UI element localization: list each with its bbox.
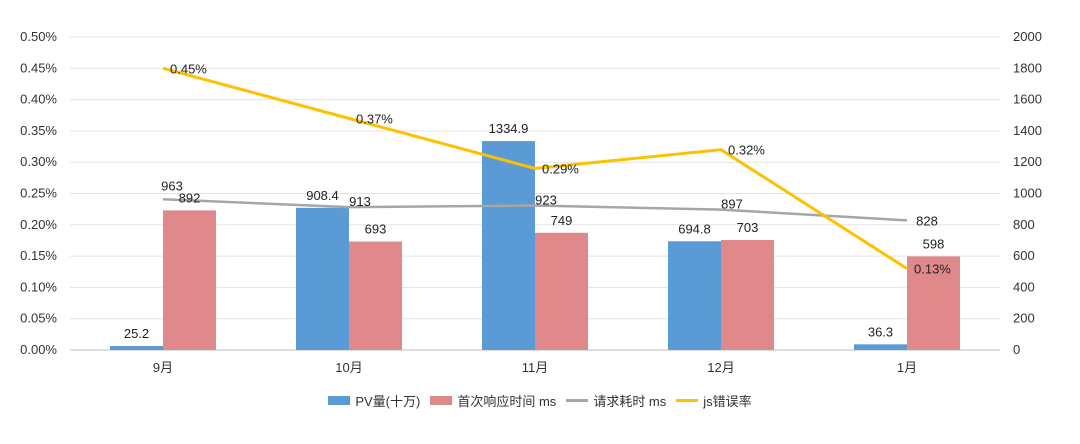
x-tick-label: 11月: [522, 360, 549, 375]
bar-first-response: [721, 239, 774, 350]
bar-pv: [668, 241, 721, 350]
y-left-tick-label: 0.10%: [20, 279, 57, 294]
bar-pv: [854, 344, 907, 350]
y-right-tick-label: 200: [1013, 311, 1035, 326]
y-right-tick-label: 1200: [1013, 154, 1042, 169]
y-left-tick-label: 0.50%: [20, 29, 57, 44]
x-tick-label: 12月: [707, 360, 734, 375]
data-label-js-error: 0.37%: [356, 111, 393, 126]
y-right-tick-label: 800: [1013, 217, 1035, 232]
bar-first-response: [907, 256, 960, 350]
y-right-tick-label: 1000: [1013, 186, 1042, 201]
data-label-pv: 1334.9: [489, 121, 529, 136]
legend-swatch-first-response: [430, 395, 453, 405]
data-label-first-response: 598: [923, 236, 945, 251]
x-tick-label: 10月: [335, 360, 362, 375]
data-label-pv: 694.8: [678, 221, 711, 236]
legend-label-request-time: 请求耗时 ms: [593, 393, 667, 409]
line-series-group: [162, 66, 908, 270]
y-left-tick-label: 0.15%: [20, 248, 57, 263]
left-axis: 0.00% 0.05% 0.10% 0.15% 0.20% 0.25% 0.30% 0.35%…: [20, 29, 57, 357]
data-label-first-response: 693: [365, 222, 387, 237]
right-axis: 0 200 400 600 800 1000 1200 1400 1600 1800 2000: [1013, 29, 1042, 357]
line-js-error: [162, 66, 908, 270]
y-right-tick-label: 2000: [1013, 29, 1042, 44]
bar-first-response: [535, 232, 588, 350]
data-label-request-time: 963: [161, 178, 183, 193]
legend-label-js-error: js错误率: [703, 393, 752, 409]
legend-swatch-pv: [328, 395, 351, 405]
bar-first-response: [163, 210, 216, 350]
bar-series-group: [110, 141, 960, 350]
y-right-tick-label: 0: [1013, 342, 1020, 357]
bar-first-response: [349, 241, 402, 350]
combo-chart: 0.00% 0.05% 0.10% 0.15% 0.20% 0.25% 0.30% 0.35%…: [20, 29, 1042, 375]
data-label-js-error: 0.45%: [170, 61, 207, 76]
y-right-tick-label: 1400: [1013, 123, 1042, 138]
y-right-tick-label: 600: [1013, 248, 1035, 263]
data-label-js-error: 0.32%: [728, 143, 765, 158]
legend-item-first-response: 首次响应时间 ms: [430, 391, 556, 410]
bar-pv: [110, 346, 163, 350]
x-axis: 9月 10月 11月 12月 1月: [153, 360, 917, 375]
bar-pv: [482, 141, 535, 350]
legend-item-pv: PV量(十万): [328, 391, 420, 410]
bar-pv: [296, 207, 349, 350]
y-left-tick-label: 0.20%: [20, 217, 57, 232]
y-left-tick-label: 0.35%: [20, 123, 57, 138]
y-left-tick-label: 0.25%: [20, 186, 57, 201]
data-label-first-response: 749: [551, 213, 573, 228]
data-label-request-time: 913: [349, 194, 371, 209]
data-label-request-time: 828: [916, 213, 938, 228]
y-right-tick-label: 1800: [1013, 60, 1042, 75]
data-label-pv: 908.4: [306, 188, 339, 203]
data-label-pv: 36.3: [868, 324, 893, 339]
legend-swatch-request-time: [566, 398, 589, 402]
y-left-tick-label: 0.30%: [20, 154, 57, 169]
y-right-tick-label: 400: [1013, 279, 1035, 294]
x-tick-label: 9月: [153, 360, 173, 375]
data-label-first-response: 703: [737, 220, 759, 235]
y-left-tick-label: 0.00%: [20, 342, 57, 357]
legend-label-first-response: 首次响应时间 ms: [457, 393, 557, 409]
legend-swatch-js-error: [676, 398, 699, 402]
y-left-tick-label: 0.40%: [20, 92, 57, 107]
data-labels: 25.2 908.4 1334.9 694.8 36.3 892 693 749 703 598 9…: [124, 61, 951, 341]
x-tick-label: 1月: [897, 360, 917, 375]
y-left-tick-label: 0.45%: [20, 60, 57, 75]
data-label-js-error: 0.13%: [914, 262, 951, 277]
data-label-request-time: 923: [535, 193, 557, 208]
y-left-tick-label: 0.05%: [20, 311, 57, 326]
legend-item-js-error: js错误率: [676, 391, 752, 410]
data-label-js-error: 0.29%: [542, 161, 579, 176]
data-label-request-time: 897: [721, 197, 743, 212]
data-label-first-response: 892: [179, 190, 201, 205]
legend-item-request-time: 请求耗时 ms: [566, 391, 666, 410]
y-right-tick-label: 1600: [1013, 92, 1042, 107]
line-request-time: [162, 198, 908, 222]
legend-label-pv: PV量(十万): [355, 393, 421, 409]
data-label-pv: 25.2: [124, 326, 149, 341]
legend: PV量(十万) 首次响应时间 ms 请求耗时 ms js错误率: [0, 389, 1080, 411]
